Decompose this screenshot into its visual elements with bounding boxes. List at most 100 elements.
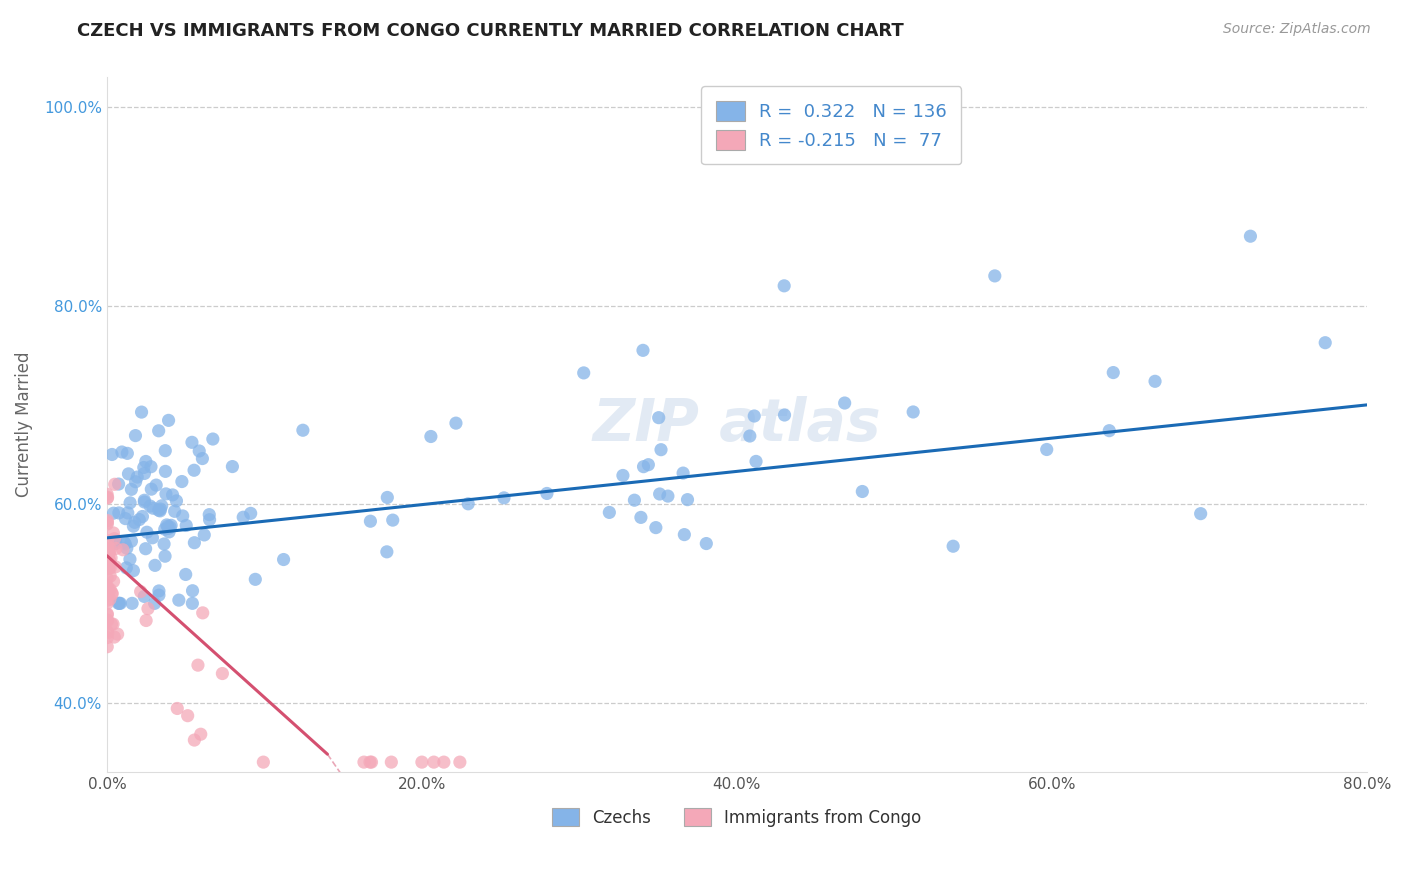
Point — [633, 459, 655, 474]
Point — [160, 518, 183, 533]
Point — [105, 541, 128, 556]
Point — [942, 539, 965, 553]
Point — [201, 432, 224, 446]
Point — [381, 513, 404, 527]
Point — [97, 550, 120, 565]
Point — [96, 593, 118, 607]
Point — [97, 614, 120, 628]
Point — [1189, 507, 1212, 521]
Point — [96, 552, 118, 566]
Point — [145, 478, 167, 492]
Point — [139, 499, 162, 513]
Point — [375, 491, 398, 505]
Point — [183, 535, 205, 549]
Point — [193, 528, 215, 542]
Point — [163, 504, 186, 518]
Point — [96, 549, 118, 564]
Point — [107, 596, 129, 610]
Point — [170, 475, 193, 489]
Point — [104, 534, 127, 549]
Point — [157, 522, 180, 536]
Point — [150, 499, 173, 513]
Point — [100, 550, 122, 565]
Point — [122, 519, 145, 533]
Point — [449, 755, 471, 769]
Point — [96, 607, 118, 622]
Point — [107, 627, 129, 641]
Point — [174, 518, 197, 533]
Text: CZECH VS IMMIGRANTS FROM CONGO CURRENTLY MARRIED CORRELATION CHART: CZECH VS IMMIGRANTS FROM CONGO CURRENTLY… — [77, 22, 904, 40]
Point — [176, 708, 198, 723]
Legend: Czechs, Immigrants from Congo: Czechs, Immigrants from Congo — [546, 801, 928, 833]
Point — [181, 435, 204, 450]
Point — [117, 446, 139, 460]
Point — [108, 506, 131, 520]
Point — [742, 409, 765, 423]
Point — [153, 522, 176, 536]
Point — [612, 468, 634, 483]
Point — [191, 606, 214, 620]
Point — [136, 601, 159, 615]
Point — [115, 541, 138, 555]
Point — [120, 483, 142, 497]
Point — [166, 701, 188, 715]
Point — [121, 596, 143, 610]
Point — [211, 666, 233, 681]
Point — [353, 755, 375, 769]
Point — [97, 540, 120, 554]
Point — [155, 464, 177, 478]
Point — [124, 475, 146, 489]
Point — [103, 532, 125, 546]
Point — [129, 584, 152, 599]
Point — [172, 508, 194, 523]
Point — [128, 512, 150, 526]
Point — [100, 617, 122, 632]
Point — [97, 626, 120, 640]
Point — [103, 525, 125, 540]
Point — [96, 582, 118, 596]
Point — [98, 582, 121, 597]
Point — [851, 484, 873, 499]
Point — [97, 545, 120, 559]
Point — [96, 514, 118, 528]
Point — [134, 590, 156, 604]
Point — [117, 467, 139, 481]
Point — [112, 535, 135, 549]
Point — [148, 588, 170, 602]
Point — [98, 552, 121, 566]
Point — [98, 592, 121, 607]
Point — [96, 585, 118, 599]
Point — [97, 552, 120, 566]
Point — [101, 586, 124, 600]
Point — [221, 459, 243, 474]
Point — [97, 533, 120, 548]
Point — [155, 443, 177, 458]
Point — [139, 459, 162, 474]
Point — [149, 504, 172, 518]
Point — [98, 554, 121, 568]
Point — [648, 487, 671, 501]
Point — [187, 658, 209, 673]
Point — [644, 520, 666, 534]
Point — [423, 755, 446, 769]
Point — [101, 587, 124, 601]
Point — [103, 506, 125, 520]
Point — [273, 552, 295, 566]
Point — [115, 561, 138, 575]
Point — [135, 454, 157, 468]
Point — [143, 596, 166, 610]
Point — [111, 542, 134, 557]
Point — [96, 516, 118, 531]
Point — [127, 470, 149, 484]
Point — [100, 541, 122, 556]
Point — [96, 640, 118, 654]
Point — [97, 582, 120, 597]
Point — [198, 513, 221, 527]
Point — [96, 487, 118, 501]
Point — [134, 495, 156, 509]
Point — [1315, 335, 1337, 350]
Point — [188, 444, 211, 458]
Point — [96, 613, 118, 627]
Point — [134, 467, 156, 481]
Point — [97, 588, 120, 602]
